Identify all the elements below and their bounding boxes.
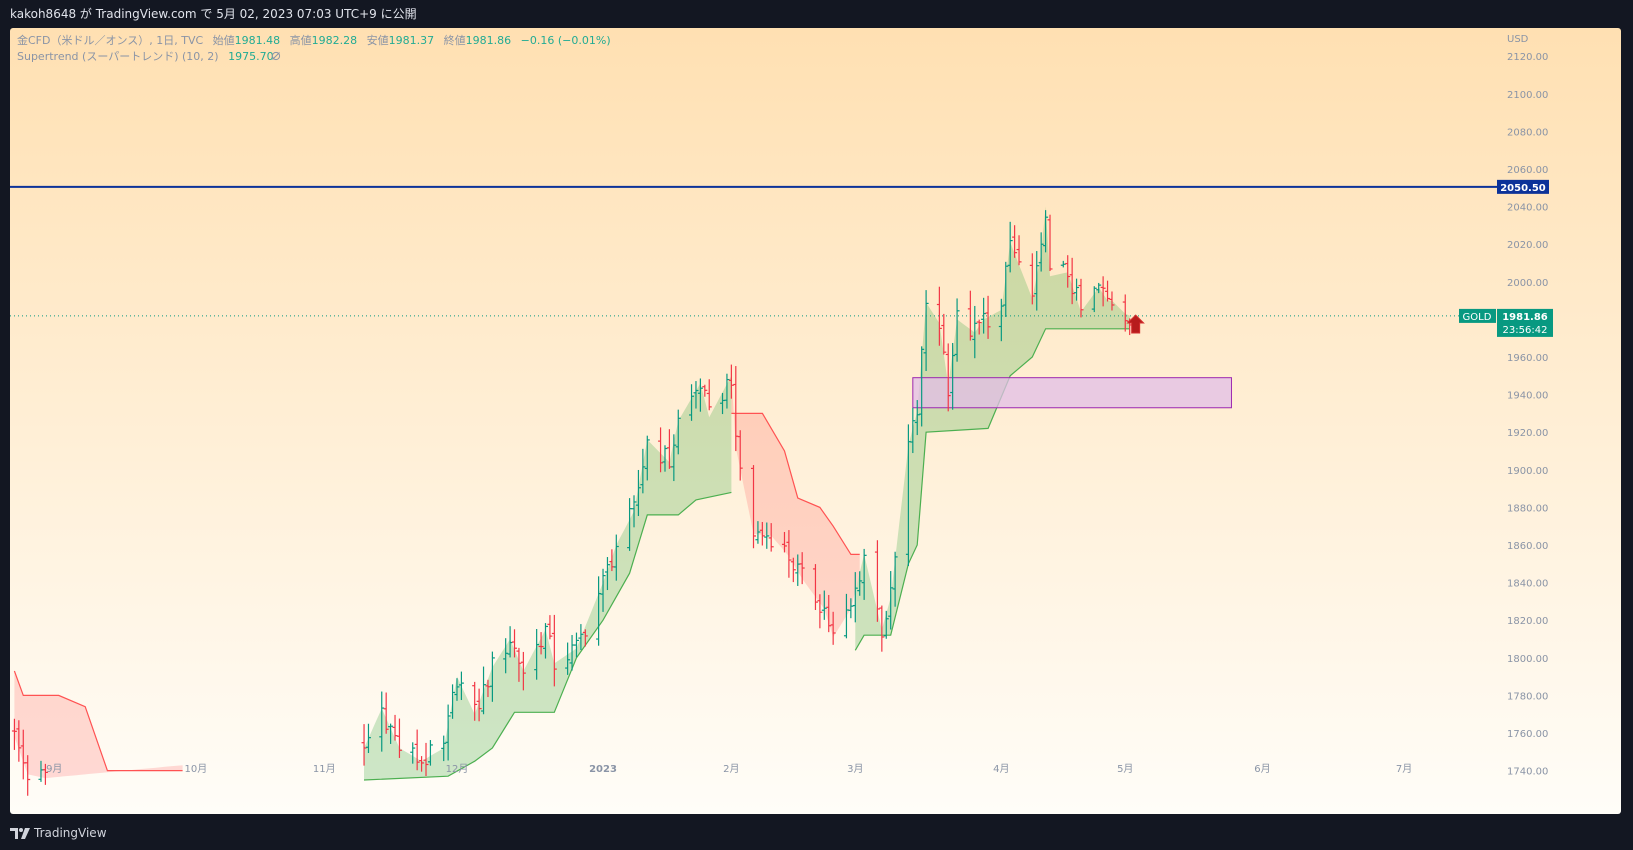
resistance-label: 2050.50 (1500, 183, 1546, 194)
time-tick-label: 3月 (847, 763, 863, 775)
indicator-value: 1975.70 (228, 50, 274, 63)
price-tick-label: 1920.00 (1507, 428, 1548, 439)
signal-markers (1126, 314, 1145, 334)
price-tick-label: 2060.00 (1507, 165, 1548, 176)
time-tick-label: 9月 (46, 763, 62, 775)
price-tick-label: 1860.00 (1507, 541, 1548, 552)
hidden-eye-icon[interactable] (271, 51, 281, 61)
time-tick-label: 5月 (1117, 763, 1133, 775)
price-tick-label: 1800.00 (1507, 654, 1548, 665)
chart-frame[interactable]: 金CFD（米ドル／オンス）, 1日, TVC 始値1981.48 高値1982.… (10, 28, 1621, 814)
price-tick-label: 1960.00 (1507, 353, 1548, 364)
time-tick-label: 11月 (313, 763, 336, 775)
symbol-tag: GOLD (1463, 312, 1492, 323)
last-price-tag: GOLD 1981.86 23:56:42 (1459, 308, 1553, 337)
currency-label: USD (1507, 34, 1529, 45)
supertrend-up-line (363, 491, 732, 781)
legend-high: 1982.28 (312, 34, 358, 47)
price-lines (10, 185, 1497, 317)
legend-line-1: 金CFD（米ドル／オンス）, 1日, TVC 始値1981.48 高値1982.… (17, 33, 611, 47)
price-tick-label: 2120.00 (1507, 52, 1548, 63)
legend-change: −0.16 (−0.01%) (521, 34, 611, 47)
price-tick-label: 1940.00 (1507, 391, 1548, 402)
legend-open: 1981.48 (235, 34, 281, 47)
brand-name[interactable]: TradingView (34, 826, 107, 840)
time-tick-label: 4月 (993, 763, 1009, 775)
price-scale[interactable]: 1740.00 1760.00 1780.00 1800.00 1820.00 1840.… (1507, 52, 1548, 777)
last-price-label: 1981.86 (1502, 312, 1548, 323)
price-tick-label: 1780.00 (1507, 691, 1548, 702)
price-tick-label: 1760.00 (1507, 729, 1548, 740)
time-tick-label: 12月 (446, 763, 469, 775)
time-tick-label: 10月 (185, 763, 208, 775)
buy-signal-arrow (1126, 314, 1145, 334)
time-scale[interactable]: 9月 10月 11月 12月 2023 2月 3月 4月 5月 6月 7月 (46, 763, 1412, 775)
price-tick-label: 1880.00 (1507, 503, 1548, 514)
time-tick-label: 2023 (589, 764, 617, 775)
supertrend-up-fill (364, 375, 732, 780)
supertrend-down-line (731, 412, 860, 556)
price-tick-label: 1820.00 (1507, 616, 1548, 627)
chart-background (10, 28, 1621, 814)
price-tick-label: 2040.00 (1507, 203, 1548, 214)
supertrend-down-line (13, 670, 183, 772)
legend-symbol: 金CFD（米ドル／オンス）, 1日, TVC (17, 33, 203, 47)
price-chart[interactable]: 金CFD（米ドル／オンス）, 1日, TVC 始値1981.48 高値1982.… (10, 28, 1621, 814)
legend-high-label: 高値 (290, 33, 312, 47)
price-tick-label: 1740.00 (1507, 767, 1548, 778)
support-zone (912, 377, 1232, 409)
legend-open-label: 始値 (213, 33, 235, 47)
legend-line-2: Supertrend (スーパートレンド) (10, 2) 1975.70 (17, 50, 274, 63)
supertrend-down-fill (14, 671, 183, 779)
price-tick-label: 1840.00 (1507, 579, 1548, 590)
price-tick-label: 2020.00 (1507, 240, 1548, 251)
resistance-price-tag: 2050.50 (1497, 179, 1549, 194)
tradingview-logo-icon[interactable] (10, 828, 30, 839)
supertrend-up-fill (855, 206, 1130, 651)
footer: TradingView (0, 816, 1633, 850)
price-tick-label: 1900.00 (1507, 466, 1548, 477)
time-tick-label: 6月 (1254, 763, 1270, 775)
price-tick-label: 2080.00 (1507, 127, 1548, 138)
indicator-name: Supertrend (スーパートレンド) (10, 2) (17, 50, 219, 63)
price-tick-label: 2000.00 (1507, 278, 1548, 289)
candles (11, 210, 1133, 796)
time-tick-label: 7月 (1396, 763, 1412, 775)
price-tick-label: 2100.00 (1507, 90, 1548, 101)
time-tick-label: 2月 (723, 763, 739, 775)
legend-close-label: 終値 (444, 33, 466, 47)
supertrend-bands (13, 206, 1130, 781)
bar-countdown: 23:56:42 (1503, 325, 1548, 336)
publisher-text: kakoh8648 が TradingView.com で 5月 02, 202… (10, 7, 417, 21)
legend-low-label: 安値 (367, 33, 389, 47)
zone-rect (912, 377, 1232, 409)
legend-close: 1981.86 (466, 34, 512, 47)
legend-low: 1981.37 (389, 34, 435, 47)
supertrend-down-fill (731, 375, 860, 638)
publisher-bar: kakoh8648 が TradingView.com で 5月 02, 202… (0, 0, 1633, 28)
